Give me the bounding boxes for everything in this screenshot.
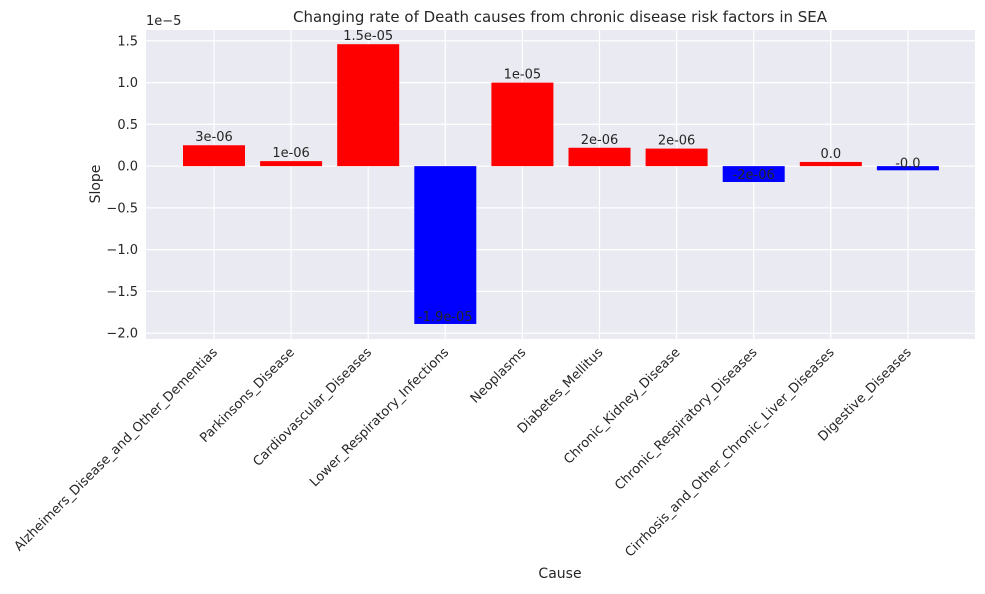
- bar-digestive-diseases: [876, 166, 939, 171]
- y-offset-label: 1e−5: [146, 14, 181, 29]
- x-axis-label: Cause: [538, 566, 581, 582]
- y-tick-label: −1.5: [106, 285, 138, 300]
- y-axis-ticks: −2.0 −1.5 −1.0 −0.5 0.0 0.5 1.0 1.5: [106, 34, 138, 341]
- bar-lower-respiratory-infections: [414, 166, 477, 324]
- x-tick-label: Chronic_Respiratory_Diseases: [612, 345, 760, 493]
- data-label: -1.9e-05: [418, 310, 473, 325]
- data-label: 3e-06: [195, 130, 233, 145]
- x-tick-label: Alzheimers_Disease_and_Other_Dementias: [12, 345, 221, 554]
- data-label: 2e-06: [581, 133, 619, 148]
- data-label: -2e-06: [733, 168, 775, 183]
- x-axis-ticks: Alzheimers_Disease_and_Other_DementiasPa…: [12, 345, 915, 560]
- y-tick-label: −2.0: [106, 327, 138, 342]
- bar-neoplasms: [491, 82, 554, 167]
- data-label: 1e-05: [504, 68, 542, 83]
- plot-background: [146, 30, 975, 339]
- y-tick-label: 0.0: [117, 160, 138, 175]
- data-label: -0.0: [895, 156, 920, 171]
- y-axis-label: Slope: [88, 165, 104, 204]
- x-tick-label: Diabetes_Mellitus: [515, 345, 607, 437]
- y-tick-label: 1.5: [117, 34, 138, 49]
- bar-parkinsons-disease: [260, 161, 323, 167]
- bar-alzheimers-disease-and-other-dementias: [183, 145, 245, 167]
- chart-title: Changing rate of Death causes from chron…: [293, 8, 828, 26]
- x-tick-label: Lower_Respiratory_Infections: [307, 345, 452, 490]
- data-labels: 3e-06 1e-06 1.5e-05 -1.9e-05 1e-05 2e-06 2e-06…: [195, 29, 920, 325]
- data-label: 0.0: [820, 147, 841, 162]
- y-tick-label: −0.5: [106, 201, 138, 216]
- bars: [183, 44, 939, 324]
- bar-chronic-kidney-disease: [645, 148, 708, 167]
- data-label: 1.5e-05: [343, 29, 393, 44]
- x-tick-label: Neoplasms: [468, 345, 529, 406]
- y-tick-label: 1.0: [117, 76, 138, 91]
- y-tick-label: −1.0: [106, 243, 138, 258]
- data-label: 2e-06: [658, 134, 696, 149]
- bar-cardiovascular-diseases: [337, 44, 400, 167]
- bar-cirrhosis-and-other-chronic-liver-diseases: [799, 161, 862, 167]
- bar-diabetes-mellitus: [568, 147, 631, 167]
- y-tick-label: 0.5: [117, 118, 138, 133]
- bar-chronic-respiratory-diseases: [722, 166, 785, 182]
- data-label: 1e-06: [272, 146, 310, 161]
